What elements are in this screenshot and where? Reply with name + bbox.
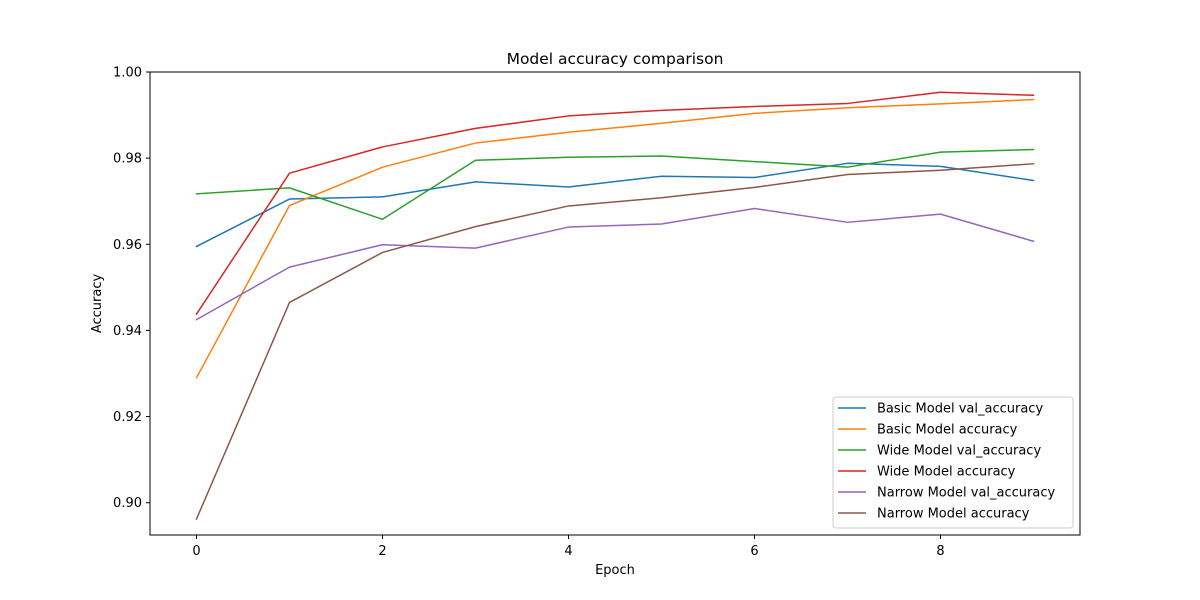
chart-title: Model accuracy comparison: [507, 50, 724, 68]
legend: Basic Model val_accuracy Basic Model accu…: [832, 396, 1074, 529]
plot-area: [195, 91, 1035, 521]
legend-entry-label: Wide Model val_accuracy: [877, 444, 1041, 459]
legend-box: [832, 396, 1074, 529]
y-axis-label: Accuracy: [90, 274, 105, 334]
axes-frame: [149, 71, 1081, 536]
x-tick-label: 2: [378, 544, 386, 559]
y-tick-label: 1.00: [113, 66, 142, 81]
legend-entry-label: Wide Model accuracy: [877, 465, 1016, 480]
y-tick-label: 0.96: [113, 238, 142, 253]
legend-entry-label: Basic Model val_accuracy: [877, 402, 1043, 417]
series-line-2: [195, 148, 1035, 221]
x-axis-label: Epoch: [595, 563, 635, 578]
x-tick-label: 6: [750, 544, 758, 559]
series-line-1: [195, 98, 1035, 379]
legend-entry-label: Narrow Model accuracy: [877, 507, 1030, 522]
x-axis: 0 2 4 6 8: [192, 535, 945, 559]
series-line-5: [195, 162, 1035, 521]
series-line-0: [195, 162, 1035, 248]
legend-entry-label: Narrow Model val_accuracy: [877, 486, 1055, 501]
series-line-4: [195, 207, 1035, 321]
x-tick-label: 8: [936, 544, 944, 559]
x-tick-label: 4: [564, 544, 572, 559]
series-line-3: [195, 91, 1035, 316]
legend-entry-label: Basic Model accuracy: [877, 423, 1018, 438]
x-tick-label: 0: [192, 544, 200, 559]
y-tick-label: 0.98: [113, 152, 142, 167]
y-tick-label: 0.94: [113, 324, 142, 339]
y-axis: 0.90 0.92 0.94 0.96 0.98 1.00: [113, 66, 150, 511]
y-tick-label: 0.90: [113, 496, 142, 511]
y-tick-label: 0.92: [113, 410, 142, 425]
